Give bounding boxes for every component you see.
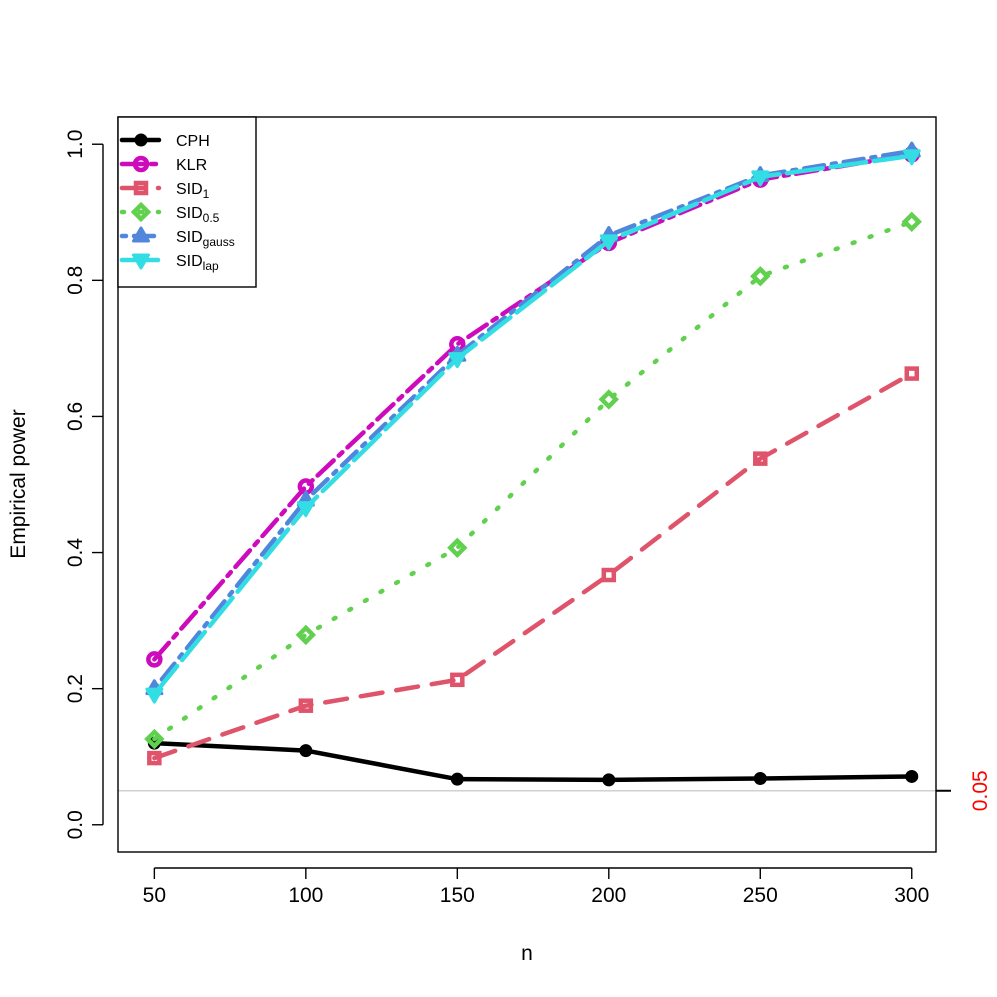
y-axis-label: Empirical power <box>7 409 30 558</box>
y-tick-label: 0.8 <box>64 266 87 295</box>
legend-marker <box>134 133 148 147</box>
data-point <box>601 567 617 583</box>
y-tick-label: 0.4 <box>64 538 87 568</box>
axes-group: 50 100 150 200 250 300 0.0 0.2 0.4 0.6 0.8 1.0 <box>64 130 929 907</box>
legend-entry: SID1 <box>119 180 210 201</box>
data-point <box>144 728 165 750</box>
series-line <box>152 152 915 662</box>
x-tick-label: 300 <box>894 884 929 907</box>
data-point <box>753 451 768 466</box>
y-tick-label: 1.0 <box>64 130 87 159</box>
data-point <box>598 389 619 410</box>
legend-entry: SIDlap <box>119 253 219 273</box>
data-point <box>902 149 921 166</box>
x-tick-label: 150 <box>440 884 475 907</box>
legend-label-subscript: 0.5 <box>203 211 220 225</box>
data-point <box>753 772 767 785</box>
legend-label: KLR <box>176 157 207 174</box>
series-line <box>152 740 915 783</box>
legend-label-subscript: lap <box>203 259 219 273</box>
series-line <box>152 148 915 691</box>
data-point <box>147 750 162 766</box>
x-tick-label: 250 <box>743 884 778 907</box>
legend-label-subscript: gauss <box>203 235 235 249</box>
data-point <box>901 211 922 232</box>
legend-marker <box>132 155 150 173</box>
series-line <box>152 371 915 761</box>
data-point <box>298 698 314 713</box>
data-point <box>296 501 315 518</box>
legend-marker <box>132 253 150 270</box>
data-point <box>447 537 468 558</box>
data-point <box>750 266 771 287</box>
series-6 <box>145 149 921 704</box>
data-point <box>295 624 317 646</box>
data-point <box>751 170 770 187</box>
series-group <box>144 141 922 787</box>
data-point <box>599 234 618 251</box>
y-tick-label: 0.0 <box>64 810 87 839</box>
series-4 <box>144 211 922 750</box>
legend-marker <box>130 201 152 223</box>
legend-label: CPH <box>176 133 210 150</box>
legend-label: SID1 <box>176 181 210 201</box>
data-point <box>450 672 465 688</box>
legend-entry: KLR <box>119 155 207 174</box>
y-tick-label: 0.2 <box>64 674 87 703</box>
data-point <box>145 687 164 704</box>
x-tick-label: 100 <box>288 884 323 907</box>
data-point <box>299 744 313 758</box>
series-3 <box>147 366 920 766</box>
plot-frame <box>117 116 937 853</box>
x-tick-label: 50 <box>143 884 166 907</box>
legend-entry: CPH <box>119 133 210 150</box>
x-axis-label: n <box>521 942 533 965</box>
series-line <box>152 219 915 742</box>
data-point <box>450 772 464 786</box>
legend-marker <box>133 180 149 196</box>
series-1 <box>147 736 919 787</box>
data-point <box>602 773 616 787</box>
data-point <box>904 366 920 381</box>
legend-marker <box>132 226 150 243</box>
legend-label-subscript: 1 <box>203 187 210 201</box>
data-point <box>146 651 163 668</box>
data-point <box>905 769 919 783</box>
data-point <box>448 352 467 369</box>
reference-line-group: 0.05 <box>118 770 992 811</box>
series-line <box>152 153 915 697</box>
reference-label: 0.05 <box>969 770 992 811</box>
x-tick-label: 200 <box>591 884 626 907</box>
series-2 <box>146 146 921 668</box>
y-tick-label: 0.6 <box>64 402 87 431</box>
series-5 <box>145 141 921 696</box>
